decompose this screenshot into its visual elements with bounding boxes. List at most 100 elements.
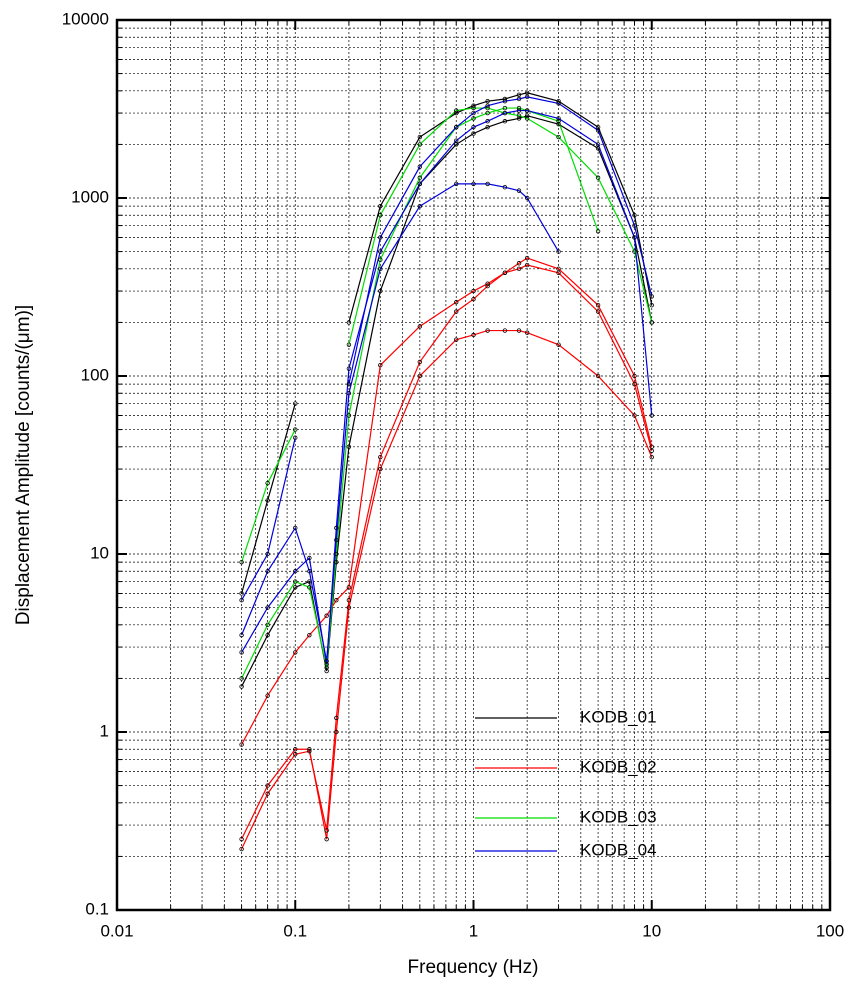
point-marker <box>632 235 637 240</box>
series-line <box>241 92 653 594</box>
point-marker <box>516 261 522 266</box>
point-marker <box>346 598 352 603</box>
point-marker <box>417 142 423 147</box>
point-marker <box>417 373 423 379</box>
point-marker <box>556 121 561 127</box>
point-marker <box>239 650 244 655</box>
point-marker <box>516 116 522 121</box>
point-marker <box>454 337 459 342</box>
point-marker <box>417 324 423 329</box>
point-marker <box>471 332 476 338</box>
point-marker <box>454 108 459 113</box>
plot-frame <box>115 18 832 912</box>
point-marker <box>293 569 298 574</box>
y-tick-label: 100 <box>81 365 109 384</box>
point-marker <box>649 302 654 308</box>
point-marker <box>265 632 270 638</box>
point-marker <box>417 164 423 169</box>
point-marker <box>485 98 490 104</box>
point-marker <box>556 342 561 347</box>
point-marker <box>485 328 490 333</box>
y-tick-label: 10 <box>90 543 109 562</box>
point-marker <box>595 142 601 147</box>
point-marker <box>485 110 490 116</box>
point-marker <box>556 116 561 121</box>
point-marker <box>346 413 352 418</box>
point-marker <box>556 134 561 140</box>
point-marker <box>346 391 352 396</box>
point-marker <box>502 119 508 124</box>
point-marker <box>324 662 329 667</box>
point-marker <box>485 281 490 286</box>
point-marker <box>502 105 508 111</box>
point-marker <box>239 632 244 638</box>
point-marker <box>471 297 476 302</box>
y-axis-label: Displacement Amplitude [counts/(μm)] <box>13 305 34 625</box>
point-marker <box>346 381 352 387</box>
point-marker <box>649 444 654 450</box>
point-marker <box>378 454 383 460</box>
point-marker <box>378 466 383 472</box>
point-marker <box>454 124 459 130</box>
point-marker <box>516 328 522 333</box>
point-marker <box>471 124 476 130</box>
point-marker <box>502 96 508 102</box>
point-marker <box>265 605 270 610</box>
point-marker <box>378 249 383 254</box>
point-marker <box>239 676 244 681</box>
point-marker <box>324 613 329 618</box>
point-marker <box>649 413 654 418</box>
point-marker <box>417 359 423 365</box>
point-marker <box>239 591 244 596</box>
point-marker <box>524 94 530 100</box>
point-marker <box>595 175 601 180</box>
point-marker <box>239 742 244 747</box>
point-marker <box>346 320 352 325</box>
point-marker <box>516 188 522 193</box>
point-marker <box>454 299 459 305</box>
point-marker <box>417 181 423 187</box>
point-marker <box>524 108 530 113</box>
point-marker <box>454 309 459 314</box>
series-line <box>241 107 599 679</box>
point-marker <box>516 96 522 102</box>
point-marker <box>556 249 561 254</box>
point-marker <box>293 650 298 655</box>
point-marker <box>556 101 561 106</box>
point-marker <box>324 658 329 664</box>
point-marker <box>378 266 383 272</box>
point-marker <box>516 113 522 118</box>
point-marker <box>471 110 476 116</box>
point-marker <box>378 213 383 218</box>
point-marker <box>239 598 244 603</box>
point-marker <box>378 203 383 209</box>
point-marker <box>524 113 530 118</box>
point-marker <box>485 124 490 130</box>
y-tick-label: 10000 <box>62 9 109 28</box>
point-marker <box>239 846 244 852</box>
point-marker <box>502 270 508 275</box>
point-marker <box>378 257 383 262</box>
point-marker <box>307 632 312 638</box>
point-marker <box>265 551 270 557</box>
point-marker <box>595 124 601 130</box>
point-marker <box>378 362 383 368</box>
point-marker <box>293 525 298 531</box>
point-marker <box>334 537 339 543</box>
y-tick-label: 1000 <box>71 187 109 206</box>
point-marker <box>293 585 298 590</box>
point-marker <box>516 92 522 97</box>
point-marker <box>293 401 298 406</box>
point-marker <box>334 729 339 735</box>
point-marker <box>471 116 476 121</box>
point-marker <box>346 444 352 450</box>
legend-label: KODB_03 <box>580 807 657 826</box>
point-marker <box>516 266 522 272</box>
point-marker <box>471 103 476 108</box>
legend-label: KODB_04 <box>580 840 657 859</box>
point-marker <box>334 551 339 557</box>
point-marker <box>595 128 601 133</box>
x-tick-label: 100 <box>816 921 844 940</box>
point-marker <box>293 427 298 432</box>
point-marker <box>307 579 312 584</box>
